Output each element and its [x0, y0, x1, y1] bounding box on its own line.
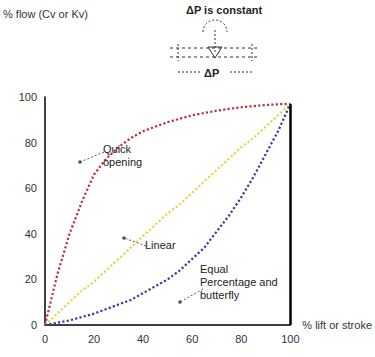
svg-text:opening: opening — [103, 156, 142, 168]
svg-text:0: 0 — [31, 319, 37, 331]
svg-text:40: 40 — [25, 228, 37, 240]
svg-text:Linear: Linear — [145, 239, 176, 251]
svg-text:60: 60 — [186, 333, 198, 345]
svg-text:100: 100 — [19, 91, 37, 103]
svg-text:20: 20 — [25, 273, 37, 285]
svg-text:80: 80 — [235, 333, 247, 345]
svg-text:20: 20 — [88, 333, 100, 345]
svg-text:0: 0 — [42, 333, 48, 345]
svg-text:% flow (Cv or Kv): % flow (Cv or Kv) — [3, 8, 88, 20]
svg-text:Percentage and: Percentage and — [200, 276, 281, 288]
svg-text:Equal: Equal — [200, 263, 231, 275]
svg-text:40: 40 — [137, 333, 149, 345]
svg-text:60: 60 — [25, 182, 37, 194]
svg-text:80: 80 — [25, 137, 37, 149]
svg-text:% lift or stroke: % lift or stroke — [302, 319, 372, 331]
svg-text:100: 100 — [281, 333, 299, 345]
svg-text:butterfly: butterfly — [200, 289, 240, 301]
svg-text:Quick: Quick — [103, 143, 134, 155]
svg-text:ΔP: ΔP — [204, 67, 219, 79]
svg-text:ΔP is constant: ΔP is constant — [186, 4, 263, 16]
